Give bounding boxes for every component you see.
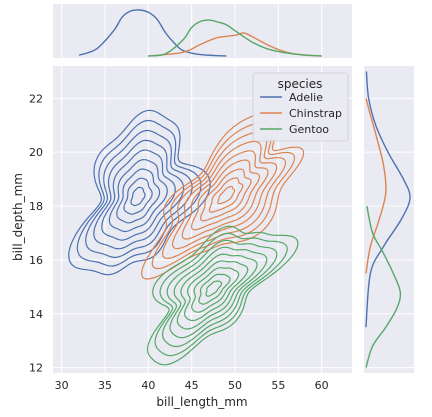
marginal-y-curve-chinstrap [365, 98, 387, 274]
contour-chinstrap [171, 140, 278, 250]
y-tick-label: 20 [29, 146, 43, 159]
contour-adelie [93, 139, 185, 250]
y-tick-label: 16 [29, 254, 43, 267]
x-axis-label: bill_length_mm [156, 395, 247, 409]
x-tick-label: 45 [185, 379, 199, 392]
contour-adelie [130, 186, 146, 207]
contour-gentoo [198, 273, 231, 305]
legend-label-chinstrap: Chinstrap [289, 107, 342, 120]
contour-adelie [108, 159, 168, 233]
contour-adelie [101, 149, 176, 241]
contour-adelie [123, 177, 153, 215]
marginal-x-background [53, 4, 352, 58]
marginal-y-curve-adelie [365, 71, 411, 328]
contour-gentoo [191, 267, 240, 313]
contour-gentoo [146, 225, 299, 366]
marginal-x-panel [53, 4, 352, 58]
legend: species Adelie Chinstrap Gentoo [252, 72, 349, 142]
contour-adelie [76, 119, 202, 267]
x-tick-label: 35 [98, 379, 112, 392]
contour-gentoo [176, 253, 258, 330]
contour-adelie [85, 129, 193, 259]
x-tick-label: 60 [315, 379, 329, 392]
legend-label-gentoo: Gentoo [289, 123, 329, 136]
y-tick-label: 14 [29, 308, 43, 321]
contour-gentoo [154, 232, 288, 357]
x-tick-label: 50 [228, 379, 242, 392]
legend-frame [252, 72, 349, 142]
contour-chinstrap [200, 168, 252, 222]
marginal-y-curve-gentoo [365, 205, 402, 368]
contour-gentoo [205, 280, 223, 297]
x-tick-label: 30 [55, 379, 69, 392]
contour-chinstrap [190, 159, 261, 231]
x-tick-label: 40 [141, 379, 155, 392]
legend-title: species [278, 77, 323, 91]
contour-adelie [68, 109, 211, 276]
marginal-y-panel [364, 66, 414, 373]
contour-gentoo [169, 246, 268, 339]
marginal-x-curve-gentoo [148, 19, 322, 57]
contour-gentoo [183, 260, 249, 322]
contour-chinstrap [217, 185, 236, 205]
contour-adelie [116, 168, 161, 224]
contour-gentoo [161, 239, 278, 348]
y-tick-label: 22 [29, 92, 43, 105]
contour-chinstrap [181, 150, 269, 240]
marginal-x-curve-adelie [78, 9, 227, 57]
y-axis-label: bill_depth_mm [11, 173, 25, 261]
x-tick-label: 55 [271, 379, 285, 392]
y-tick-label: 18 [29, 200, 43, 213]
legend-label-adelie: Adelie [289, 91, 323, 104]
y-tick-label: 12 [29, 362, 43, 375]
contour-chinstrap [208, 177, 244, 213]
